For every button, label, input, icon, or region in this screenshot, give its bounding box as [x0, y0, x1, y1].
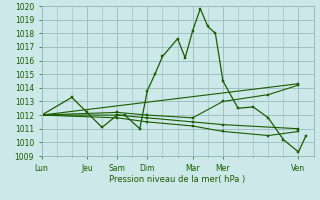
X-axis label: Pression niveau de la mer( hPa ): Pression niveau de la mer( hPa )	[109, 175, 246, 184]
